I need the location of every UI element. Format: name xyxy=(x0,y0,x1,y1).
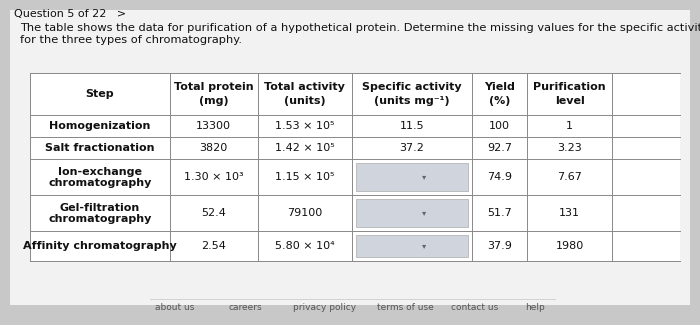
Text: Homogenization: Homogenization xyxy=(49,121,150,131)
Text: 5.80 × 10⁴: 5.80 × 10⁴ xyxy=(275,241,335,251)
Text: Gel-filtration: Gel-filtration xyxy=(60,203,140,213)
Text: chromatography: chromatography xyxy=(48,214,152,224)
Text: Affinity chromatography: Affinity chromatography xyxy=(23,241,176,251)
Text: Total activity: Total activity xyxy=(264,82,345,92)
Text: Total protein: Total protein xyxy=(174,82,253,92)
Text: 1.15 × 10⁵: 1.15 × 10⁵ xyxy=(275,172,335,182)
Text: about us: about us xyxy=(155,304,195,313)
Text: 92.7: 92.7 xyxy=(487,143,512,153)
Text: 3820: 3820 xyxy=(199,143,228,153)
Text: 37.9: 37.9 xyxy=(487,241,512,251)
Text: 1.53 × 10⁵: 1.53 × 10⁵ xyxy=(275,121,335,131)
Text: 1: 1 xyxy=(566,121,573,131)
Text: help: help xyxy=(525,304,545,313)
Text: terms of use: terms of use xyxy=(377,304,433,313)
Text: 13300: 13300 xyxy=(196,121,231,131)
Bar xyxy=(30,73,680,261)
Text: contact us: contact us xyxy=(452,304,498,313)
Text: chromatography: chromatography xyxy=(48,178,152,188)
Text: for the three types of chromatography.: for the three types of chromatography. xyxy=(20,35,242,45)
Text: privacy policy: privacy policy xyxy=(293,304,356,313)
Text: (%): (%) xyxy=(489,96,510,106)
Text: ▾: ▾ xyxy=(421,209,426,217)
Text: ▾: ▾ xyxy=(421,173,426,181)
Text: 2.54: 2.54 xyxy=(201,241,226,251)
Text: 7.67: 7.67 xyxy=(557,172,582,182)
Text: 1980: 1980 xyxy=(555,241,584,251)
Text: 11.5: 11.5 xyxy=(400,121,424,131)
Text: Salt fractionation: Salt fractionation xyxy=(45,143,155,153)
Text: 37.2: 37.2 xyxy=(400,143,424,153)
Text: 3.23: 3.23 xyxy=(557,143,582,153)
Text: 1.42 × 10⁵: 1.42 × 10⁵ xyxy=(275,143,335,153)
Text: ▾: ▾ xyxy=(421,241,426,251)
Text: 74.9: 74.9 xyxy=(487,172,512,182)
Text: 100: 100 xyxy=(489,121,510,131)
Text: Specific activity: Specific activity xyxy=(362,82,462,92)
Bar xyxy=(356,235,468,257)
Text: (mg): (mg) xyxy=(199,96,228,106)
Text: Purification: Purification xyxy=(533,82,606,92)
Text: 79100: 79100 xyxy=(287,208,322,218)
Bar xyxy=(356,199,468,227)
Text: The table shows the data for purification of a hypothetical protein. Determine t: The table shows the data for purificatio… xyxy=(20,23,700,33)
Text: (units): (units) xyxy=(284,96,326,106)
Text: 1.30 × 10³: 1.30 × 10³ xyxy=(184,172,244,182)
Text: Yield: Yield xyxy=(484,82,515,92)
Text: Step: Step xyxy=(85,89,114,99)
Text: (units mg⁻¹): (units mg⁻¹) xyxy=(374,96,449,106)
Text: Question 5 of 22   >: Question 5 of 22 > xyxy=(14,9,126,19)
Text: 52.4: 52.4 xyxy=(201,208,226,218)
Text: 131: 131 xyxy=(559,208,580,218)
Text: level: level xyxy=(554,96,584,106)
Text: careers: careers xyxy=(228,304,262,313)
Bar xyxy=(356,163,468,191)
Text: 51.7: 51.7 xyxy=(487,208,512,218)
Text: Ion-exchange: Ion-exchange xyxy=(58,167,142,177)
